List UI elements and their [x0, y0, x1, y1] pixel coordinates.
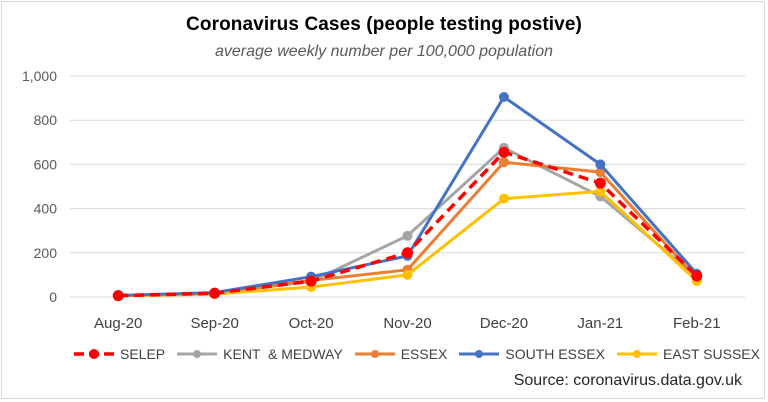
legend-marker-icon	[616, 350, 657, 358]
legend-label: KENT & MEDWAY	[223, 346, 343, 362]
data-point	[402, 247, 413, 259]
data-point	[594, 177, 606, 189]
x-tick-label: Sep-20	[190, 315, 238, 332]
legend-item: SELEP	[72, 346, 165, 362]
x-tick-label: Oct-20	[289, 315, 334, 332]
data-point	[209, 287, 221, 299]
data-point	[402, 269, 413, 280]
legend-label: SOUTH ESSEX	[505, 346, 605, 362]
data-point	[498, 146, 510, 158]
x-tick-label: Nov-20	[383, 315, 431, 332]
y-tick-label: 0	[49, 289, 57, 305]
data-point	[691, 270, 703, 282]
source-note: Source: coronavirus.data.gov.uk	[513, 372, 742, 389]
y-tick-label: 1,000	[22, 68, 57, 84]
x-tick-label: Jan-21	[577, 315, 623, 332]
data-point	[595, 159, 606, 170]
y-tick-label: 200	[34, 245, 58, 261]
legend-item: SOUTH ESSEX	[457, 346, 605, 362]
y-tick-label: 400	[34, 201, 58, 217]
chart-title: Coronavirus Cases (people testing postiv…	[186, 14, 582, 35]
legend-marker-icon	[74, 349, 114, 359]
data-point	[498, 193, 509, 204]
x-tick-label: Feb-21	[673, 315, 721, 332]
series-selep	[112, 146, 703, 302]
legend: SELEP KENT & MEDWAY ESSEX SOUTH ESSEX EAST S…	[72, 344, 768, 364]
legend-label: ESSEX	[400, 346, 448, 362]
x-tick-label: Dec-20	[480, 315, 528, 332]
legend-item: EAST SUSSEX	[615, 346, 760, 362]
data-point	[305, 275, 317, 287]
data-point	[112, 290, 124, 302]
data-point	[498, 91, 509, 102]
data-point	[595, 186, 606, 197]
legend-marker-icon	[177, 350, 218, 358]
data-point	[402, 230, 413, 241]
legend-item: ESSEX	[353, 346, 448, 362]
legend-label: SELEP	[120, 346, 166, 362]
y-tick-label: 800	[34, 112, 58, 128]
series-east-sussex	[113, 186, 702, 301]
chart-subtitle: average weekly number per 100,000 popula…	[214, 43, 553, 60]
data-point	[595, 167, 606, 178]
legend-marker-icon	[354, 350, 395, 358]
legend-item: KENT & MEDWAY	[175, 346, 343, 362]
x-tick-label: Aug-20	[94, 315, 142, 332]
series-line	[118, 189, 698, 298]
legend-label: EAST SUSSEX	[662, 346, 760, 362]
y-tick-label: 600	[34, 156, 58, 172]
data-point	[498, 157, 509, 168]
legend-marker-icon	[459, 350, 500, 358]
